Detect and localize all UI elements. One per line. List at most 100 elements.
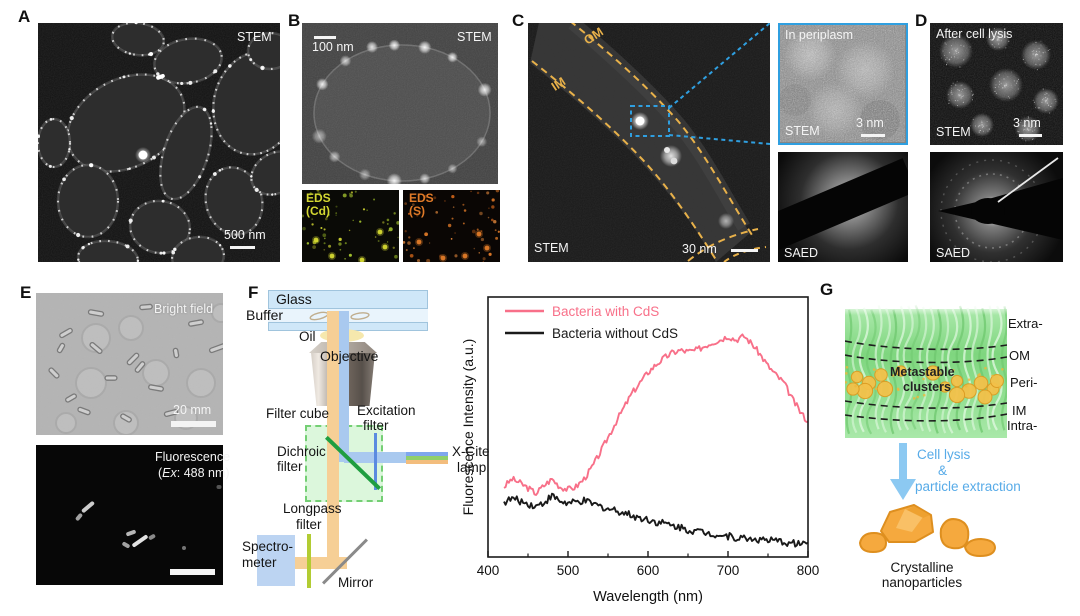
ex-italic: Ex xyxy=(162,466,177,480)
periplasm-label: Peri- xyxy=(1010,375,1038,390)
eds-cd-label-line2: (Cd) xyxy=(306,204,330,218)
panel-c-saed-label: SAED xyxy=(784,246,819,260)
metastable-label-line1: Metastable xyxy=(890,365,955,379)
panel-c-inset-title: In periplasm xyxy=(785,28,854,42)
panel-a-letter: A xyxy=(18,7,31,26)
chart-ylabel: Fluorescence Intensity (a.u.) xyxy=(460,339,476,516)
metastable-label-line2: clusters xyxy=(903,380,951,394)
xcite-lamp-label-line1: X-Cite xyxy=(452,444,490,459)
panel-b-letter: B xyxy=(288,11,301,30)
panel-c-stem-image xyxy=(528,23,770,262)
panel-e-fluorescence-label: Fluorescence xyxy=(155,450,231,464)
crystalline-patches-art xyxy=(930,23,1063,145)
lamp-beam-orange xyxy=(406,460,448,464)
panel-g-letter: G xyxy=(820,280,834,299)
panel-b-scalebar-label: 100 nm xyxy=(312,40,354,54)
panel-d-scalebar-label: 3 nm xyxy=(1013,116,1041,130)
excitation-beam-vertical xyxy=(339,311,349,462)
panel-e-brightfield-label: Bright field xyxy=(154,302,214,316)
panel-a-technique-label: STEM xyxy=(237,30,272,44)
glass-label: Glass xyxy=(276,291,312,307)
panel-b-technique-label: STEM xyxy=(457,30,492,44)
eds-cd-dots-art xyxy=(302,190,399,262)
panel-f-letter: F xyxy=(248,283,259,302)
ex-rest: : 488 nm) xyxy=(176,466,230,480)
panel-e-bf-scalebar-label: 20 mm xyxy=(173,403,212,417)
stem-single-cell-art xyxy=(302,23,498,184)
process-label-line1: Cell lysis xyxy=(917,447,971,462)
longpass-label-line1: Longpass xyxy=(283,501,342,516)
panel-c-saed-image xyxy=(778,152,908,262)
eds-s-label-line2: (S) xyxy=(409,204,425,218)
panel-b-eds-s-map xyxy=(403,190,500,262)
extracellular-label: Extra- xyxy=(1008,316,1043,331)
svg-text:Bacteria without CdS: Bacteria without CdS xyxy=(552,326,678,341)
eds-s-label-line1: EDS xyxy=(409,191,434,205)
panel-c-scalebar xyxy=(731,249,758,252)
panel-e-letter: E xyxy=(20,283,32,302)
panel-c-inset-scalebar xyxy=(861,134,885,137)
panel-c-periplasm-inset xyxy=(778,23,908,145)
dichroic-label-line1: Dichroic xyxy=(277,444,326,459)
panel-e-brightfield-image xyxy=(36,293,223,435)
panel-d-saed-image xyxy=(930,152,1063,262)
panel-d-scalebar xyxy=(1019,134,1042,137)
panel-a-scalebar-label: 500 nm xyxy=(224,228,266,242)
panel-d-stem-image xyxy=(930,23,1063,145)
panel-b-scalebar xyxy=(314,36,336,39)
product-label-line2: nanoparticles xyxy=(881,575,963,590)
panel-e-excitation-label: (Ex: 488 nm) xyxy=(158,466,230,481)
process-label-line3: particle extraction xyxy=(915,479,1021,494)
excitation-filter-element xyxy=(374,433,377,490)
panel-c-technique-label: STEM xyxy=(534,241,569,255)
svg-text:700: 700 xyxy=(717,563,740,578)
panel-d-technique-label: STEM xyxy=(936,125,971,139)
ex-open: ( xyxy=(158,466,163,480)
panel-e-fluorescence-image xyxy=(36,445,223,585)
panel-c-letter: C xyxy=(512,11,525,30)
glass-slide-top xyxy=(268,290,428,309)
cell-envelope-art xyxy=(845,303,1007,438)
panel-e-bf-scalebar xyxy=(171,421,216,427)
panel-b-eds-cd-map xyxy=(302,190,399,262)
panel-b-stem-image xyxy=(302,23,498,184)
objective-label: Objective xyxy=(320,348,379,364)
product-label-line1: Crystalline xyxy=(890,560,954,575)
spectrometer-box xyxy=(257,535,295,586)
mirror-label: Mirror xyxy=(338,575,374,590)
stem-membrane-art xyxy=(528,23,770,262)
lamp-beam-blue xyxy=(406,452,448,456)
panel-a-scalebar xyxy=(230,246,255,249)
panel-e-fl-scalebar xyxy=(170,569,215,575)
stem-bacteria-overview-art xyxy=(38,23,280,262)
longpass-filter-element xyxy=(307,534,311,588)
panel-d-letter: D xyxy=(915,11,928,30)
panel-d-saed-label: SAED xyxy=(936,246,971,260)
filter-cube-label: Filter cube xyxy=(266,406,330,421)
eds-s-dots-art xyxy=(403,190,500,262)
fluorescence-spectrum-chart: 400 500 600 700 800 Bacteria with CdS Bacteri… xyxy=(460,296,820,605)
outer-membrane-label: OM xyxy=(1009,348,1030,363)
svg-text:800: 800 xyxy=(797,563,820,578)
excitation-filter-label-line1: Excitation xyxy=(357,403,416,418)
oil-label: Oil xyxy=(299,329,316,344)
svg-text:400: 400 xyxy=(477,563,500,578)
brightfield-cells-art xyxy=(36,293,223,435)
panel-c-inset-technique-label: STEM xyxy=(785,124,820,138)
lamp-beam-green xyxy=(406,456,448,460)
spectrometer-label-line1: Spectro- xyxy=(242,539,294,554)
xcite-lamp-label-line2: lamp xyxy=(457,460,487,475)
buffer-label: Buffer xyxy=(246,307,284,323)
process-label-line2: & xyxy=(938,463,948,478)
dichroic-label-line2: filter xyxy=(277,459,303,474)
periplasm-cluster-art xyxy=(780,25,905,142)
svg-text:500: 500 xyxy=(557,563,580,578)
intracellular-label: Intra- xyxy=(1007,418,1038,433)
inner-membrane-label: IM xyxy=(1012,403,1027,418)
panel-d-title: After cell lysis xyxy=(936,27,1013,41)
eds-cd-label-line1: EDS xyxy=(306,191,331,205)
panel-a-stem-image xyxy=(38,23,280,262)
spectrometer-label-line2: meter xyxy=(242,555,277,570)
saed-rings-art xyxy=(938,157,1063,262)
